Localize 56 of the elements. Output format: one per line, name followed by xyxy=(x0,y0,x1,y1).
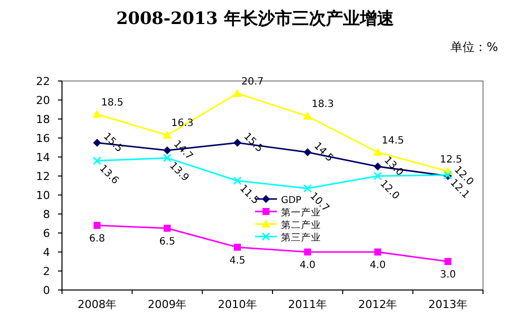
point xyxy=(303,112,312,120)
x-tick-label: 2008年 xyxy=(78,298,117,311)
y-tick-label: 10 xyxy=(36,189,50,202)
point xyxy=(444,258,452,265)
data-label: 6.8 xyxy=(89,233,106,244)
y-tick-label: 18 xyxy=(36,113,50,126)
x-tick-label: 2011年 xyxy=(288,298,328,311)
data-label: 4.0 xyxy=(300,260,316,271)
point xyxy=(374,162,382,170)
point xyxy=(304,248,312,256)
point xyxy=(373,148,382,156)
point xyxy=(232,88,242,97)
data-label: 3.0 xyxy=(440,270,456,280)
point xyxy=(233,138,242,147)
point xyxy=(233,176,242,185)
y-tick-label: 14 xyxy=(36,151,50,164)
legend-label: 第一产业 xyxy=(281,206,321,218)
point xyxy=(304,148,312,156)
y-tick-label: 6 xyxy=(43,227,50,240)
legend-label: 第二产业 xyxy=(281,219,321,231)
data-label: 18.3 xyxy=(312,99,334,110)
x-tick-label: 2012年 xyxy=(358,298,398,311)
x-tick-label: 2013年 xyxy=(428,298,468,311)
point xyxy=(303,184,312,193)
y-tick-label: 22 xyxy=(36,75,50,88)
data-label: 18.5 xyxy=(101,97,124,108)
point xyxy=(374,248,382,256)
y-tick-label: 8 xyxy=(43,208,50,221)
point xyxy=(92,156,102,166)
x-tick-label: 2010年 xyxy=(218,298,257,311)
point xyxy=(164,224,171,232)
point xyxy=(94,222,101,229)
data-label: 20.7 xyxy=(241,76,264,88)
chart-title: 2008-2013 年长沙市三次产业增速 xyxy=(116,9,394,29)
data-label: 14.5 xyxy=(382,135,404,146)
point xyxy=(163,154,172,162)
legend-label: GDP xyxy=(281,195,302,206)
point xyxy=(163,146,172,154)
data-label: 4.0 xyxy=(370,260,386,271)
x-tick-label: 2009年 xyxy=(148,298,187,311)
data-label: 4.5 xyxy=(229,255,246,266)
chart-subtitle: 单位：% xyxy=(450,40,498,54)
point xyxy=(374,172,382,180)
y-tick-label: 4 xyxy=(43,246,50,259)
data-label: 12.5 xyxy=(440,154,462,166)
y-tick-label: 12 xyxy=(36,170,50,183)
y-tick-label: 20 xyxy=(36,94,50,107)
point xyxy=(162,130,172,139)
y-tick-label: 0 xyxy=(43,284,50,297)
point xyxy=(234,244,241,251)
y-tick-label: 2 xyxy=(43,265,50,278)
point xyxy=(92,110,102,118)
data-label: 6.5 xyxy=(159,236,176,248)
legend-label: 第三产业 xyxy=(281,232,321,244)
point xyxy=(93,138,102,147)
y-tick-label: 16 xyxy=(36,132,50,145)
